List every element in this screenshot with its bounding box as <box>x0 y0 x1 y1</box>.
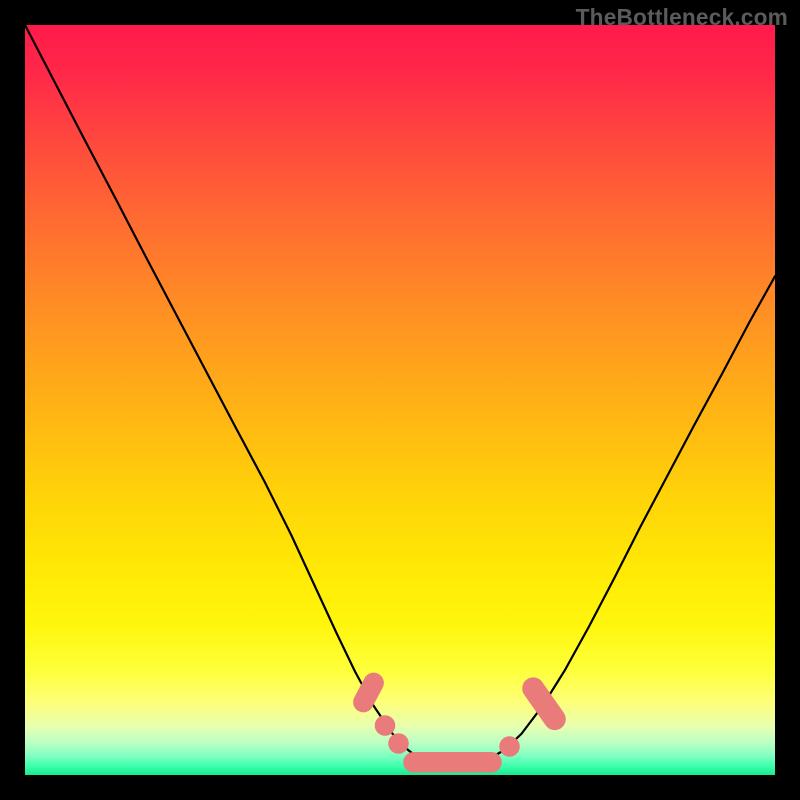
curve-marker-1 <box>375 716 395 736</box>
curve-marker-2 <box>389 734 409 754</box>
attribution-label: TheBottleneck.com <box>576 4 788 31</box>
curve-marker-4 <box>500 737 520 757</box>
chart-gradient-bg <box>25 25 775 775</box>
bottleneck-chart <box>0 0 800 800</box>
curve-marker-3 <box>404 753 502 773</box>
chart-stage: TheBottleneck.com <box>0 0 800 800</box>
